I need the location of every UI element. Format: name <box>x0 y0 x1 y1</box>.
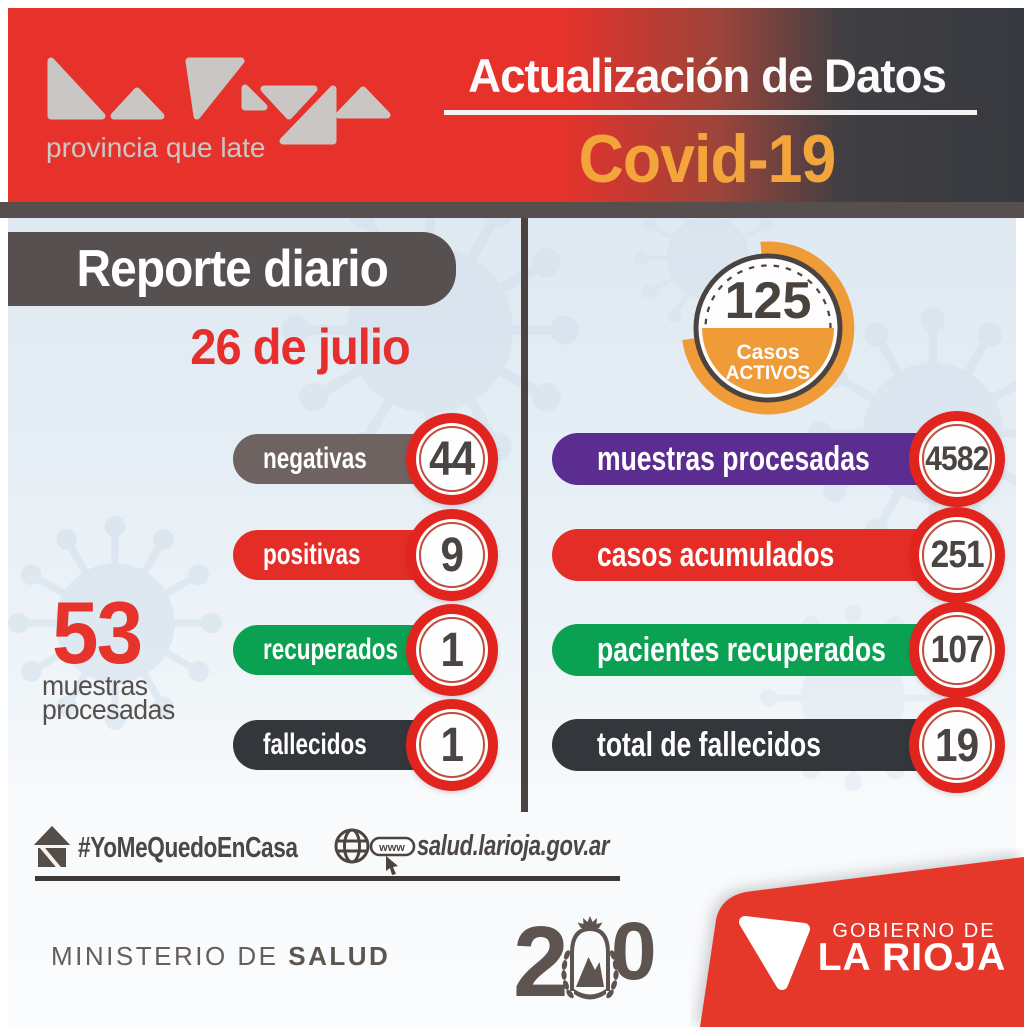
ministry-bold: SALUD <box>288 941 391 971</box>
bicentennial-digit: 2 <box>513 906 569 1018</box>
bicentennial-digit: 0 <box>611 906 657 997</box>
active-cases-label-line1: Casos <box>736 341 799 364</box>
stat-value: 1 <box>440 718 464 772</box>
bicentennial-emblem <box>561 916 619 1000</box>
stat-badge-ring <box>419 617 485 683</box>
ribbon-triangle-logo <box>739 916 810 990</box>
total-pill-muestras: muestras procesadas <box>552 433 979 485</box>
total-badge-inner: 19 <box>919 707 995 783</box>
stat-label: fallecidos <box>263 728 367 761</box>
header-underline <box>444 110 977 115</box>
total-label: total de fallecidos <box>597 725 822 764</box>
www-label: www <box>378 842 405 854</box>
total-badge-ring <box>922 520 992 590</box>
header-subtitle: Covid-19 <box>578 121 837 197</box>
report-title: Reporte diario <box>76 240 388 298</box>
total-badge-inner: 251 <box>919 517 995 593</box>
daily-samples-value: 53 <box>52 583 143 682</box>
total-badge-inner: 107 <box>919 612 995 688</box>
logo-triangle <box>335 86 391 119</box>
footer-links-row: #YoMeQuedoEnCasa www salud.larioja.gov.a… <box>8 818 628 878</box>
logo-triangle <box>110 87 165 120</box>
stat-badge-ring <box>419 712 485 778</box>
logo-triangle <box>241 84 268 111</box>
header-titles: Actualización de Datos Covid-19 <box>426 8 988 202</box>
total-badge-muestras: 4582 <box>909 411 1005 507</box>
logo-triangle <box>185 57 245 120</box>
stat-value: 1 <box>440 623 464 677</box>
total-badge-ring <box>922 615 992 685</box>
hashtag-text: #YoMeQuedoEnCasa <box>78 832 298 864</box>
total-label: pacientes recuperados <box>597 630 886 669</box>
cursor-arrow-icon <box>386 856 398 875</box>
stat-badge-ring <box>419 522 485 588</box>
total-label: casos acumulados <box>597 535 835 574</box>
ministry-regular: MINISTERIO DE <box>51 941 289 971</box>
total-value: 4582 <box>925 439 989 478</box>
header-banner: provincia que late Actualización de Dato… <box>8 8 1024 202</box>
stat-value: 9 <box>440 528 464 582</box>
house-icon <box>34 826 70 868</box>
daily-samples-label-line2: procesadas <box>42 694 175 725</box>
bicentennial-logo: 2 0 <box>513 906 663 1018</box>
total-pill-acumulados: casos acumulados <box>552 529 979 581</box>
stat-badge-inner: 9 <box>416 519 488 591</box>
stat-label: positivas <box>263 538 361 571</box>
total-badge-ring <box>922 710 992 780</box>
total-badge-inner: 4582 <box>919 421 995 497</box>
stat-badge-negativas: 44 <box>406 413 498 505</box>
total-value: 107 <box>930 628 984 671</box>
total-pill-recuperados: pacientes recuperados <box>552 624 979 676</box>
total-pill-fallecidos: total de fallecidos <box>552 719 979 771</box>
content-area: Reporte diario 26 de julio 53 muestras p… <box>8 218 1016 1027</box>
government-ribbon: GOBIERNO DE LA RIOJA <box>700 857 1024 1027</box>
logo-triangle <box>47 57 106 120</box>
stat-badge-inner: 44 <box>416 423 488 495</box>
stat-label: negativas <box>263 442 367 475</box>
logo-triangle <box>279 85 337 145</box>
la-rioja-logo: provincia que late <box>46 57 391 163</box>
stat-badge-inner: 1 <box>416 709 488 781</box>
stat-badge-ring <box>419 426 485 492</box>
stat-badge-recuperados: 1 <box>406 604 498 696</box>
daily-samples-label: muestras procesadas <box>42 670 175 725</box>
total-badge-acumulados: 251 <box>909 507 1005 603</box>
report-title-pill: Reporte diario <box>8 232 456 306</box>
government-line2: LA RIOJA <box>818 936 1007 979</box>
header-band <box>0 202 1024 218</box>
total-label: muestras procesadas <box>597 439 870 478</box>
stat-label: recuperados <box>263 633 399 666</box>
stat-badge-inner: 1 <box>416 614 488 686</box>
website-text: salud.larioja.gov.ar <box>417 830 610 862</box>
active-cases-value: 125 <box>725 272 812 330</box>
stat-badge-positivas: 9 <box>406 509 498 601</box>
ministry-title: MINISTERIO DE SALUD <box>51 941 390 972</box>
header-title: Actualización de Datos <box>468 49 947 102</box>
total-value: 19 <box>935 719 979 771</box>
total-badge-fallecidos: 19 <box>909 697 1005 793</box>
total-badge-ring <box>922 424 992 494</box>
logo-triangle <box>260 85 318 120</box>
government-line1: GOBIERNO DE <box>832 920 995 942</box>
report-date: 26 de julio <box>190 319 410 375</box>
footer-rule <box>35 876 620 881</box>
logo-tagline: provincia que late <box>46 132 265 163</box>
active-cases-medallion: 125 Casos ACTIVOS <box>682 241 855 415</box>
globe-www-icon: www <box>334 828 416 875</box>
stat-value: 44 <box>429 432 475 486</box>
total-value: 251 <box>930 533 984 576</box>
total-badge-recuperados: 107 <box>909 602 1005 698</box>
column-divider <box>521 218 528 812</box>
daily-samples-label-line1: muestras <box>42 670 148 701</box>
stat-badge-fallecidos: 1 <box>406 699 498 791</box>
active-cases-label-line2: ACTIVOS <box>726 363 810 384</box>
